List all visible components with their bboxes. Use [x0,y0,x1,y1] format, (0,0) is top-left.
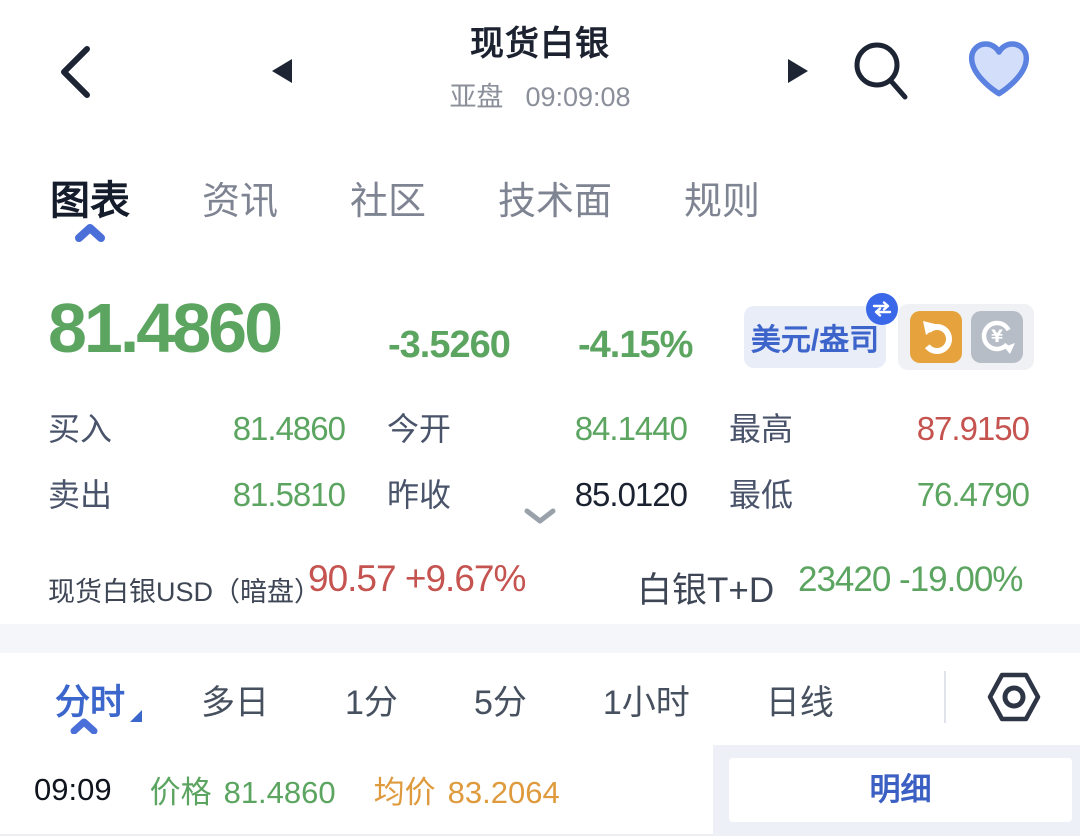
related-usd-value[interactable]: 90.57 +9.67% [308,558,526,599]
last-price: 81.4860 [48,289,283,367]
stat-label: 最高 [729,411,794,447]
stat-low: 最低 76.4790 [729,470,1030,516]
stat-value: 85.0120 [574,476,688,513]
timeframe-5min[interactable]: 5分 [473,683,527,722]
prev-triangle-icon [272,59,292,83]
stat-high: 最高 87.9150 [729,404,1030,450]
timeframe-bar: 分时 多日 1分 5分 1小时 日线 [0,653,1080,745]
tab-news[interactable]: 资讯 [202,181,279,223]
search-button[interactable] [850,38,912,104]
unit-switch-badge[interactable]: 美元/盎司 [744,293,898,368]
stat-buy: 买入 81.4860 [48,404,346,450]
settings-hexagon-icon [987,672,1041,722]
search-icon [854,42,908,100]
currency-exchange-button[interactable]: ¥ [970,311,1023,363]
page-title: 现货白银 [470,25,610,63]
detail-panel: 明细 [713,745,1080,836]
stat-sell: 卖出 81.5810 [48,470,346,516]
favorite-button[interactable] [968,40,1032,100]
back-chevron-icon [61,46,90,98]
related-td-value[interactable]: 23420 -19.00% [798,560,1023,599]
currency-exchange-icon: ¥ [981,320,1015,354]
related-usd-label[interactable]: 现货白银USD（暗盘） [48,577,322,607]
related-td-label[interactable]: 白银T+D [637,571,775,610]
price-change: -3.5260 [388,324,511,366]
quote-stats-grid: 买入 81.4860 今开 84.1440 最高 87.9150 卖出 81.5… [48,404,1030,516]
tick-avg-group: 均价 83.2064 [374,767,560,812]
stat-label: 今开 [387,411,452,447]
quote-time: 09:09:08 [525,82,631,112]
tick-price-label: 价格 [149,775,212,810]
next-instrument-button[interactable] [788,58,810,89]
tick-price-group: 价格 81.4860 [150,767,336,812]
stat-label: 昨收 [387,477,452,513]
dropdown-corner-icon [130,709,143,722]
timeframe-daily[interactable]: 日线 [765,683,834,722]
swap-arrows-icon [866,293,898,325]
tab-chart[interactable]: 图表 [50,168,130,242]
refresh-icon [921,321,952,354]
unit-label: 美元/盎司 [750,324,880,357]
stat-value: 81.4860 [232,410,346,447]
tick-time: 09:09 [34,771,112,807]
chart-settings-button[interactable] [986,671,1042,723]
stat-label: 最低 [729,477,794,513]
quote-tools-group: ¥ [898,304,1034,370]
price-change-percent: -4.15% [578,324,693,366]
tick-price-value: 81.4860 [223,775,336,810]
stat-value: 81.5810 [232,476,346,513]
stat-prev-close: 昨收 85.0120 [387,470,688,516]
stat-open: 今开 84.1440 [387,404,688,450]
timeframe-1hour[interactable]: 1小时 [602,683,690,722]
stat-label: 买入 [48,411,113,447]
timeframe-multiday[interactable]: 多日 [201,683,270,722]
session-time: 亚盘 09:09:08 [0,75,1080,114]
svg-text:¥: ¥ [991,327,1003,347]
active-tab-caret-icon [75,224,105,242]
timeframe-divider [944,671,946,723]
timeframe-label: 分时 [55,682,126,722]
tick-avg-label: 均价 [373,775,436,810]
main-tab-bar: 图表 资讯 社区 技术面 规则 [50,168,761,242]
session-label: 亚盘 [449,82,504,112]
latest-tick-row: 09:09 价格 81.4860 均价 83.2064 [0,745,713,836]
heart-icon [968,41,1030,97]
refresh-button[interactable] [909,311,962,363]
tab-community[interactable]: 社区 [350,181,427,223]
stat-label: 卖出 [48,477,113,513]
header-title-block: 现货白银 亚盘 09:09:08 [0,16,1080,114]
back-button[interactable] [56,44,96,100]
stat-value: 87.9150 [916,410,1030,447]
chevron-down-icon [524,508,556,524]
stat-value: 76.4790 [916,476,1030,513]
tab-technical[interactable]: 技术面 [498,181,613,223]
stat-value: 84.1440 [574,410,688,447]
prev-instrument-button[interactable] [270,58,292,89]
section-separator [0,624,1080,653]
tab-chart-label: 图表 [50,179,130,223]
next-triangle-icon [788,59,808,83]
detail-button[interactable]: 明细 [729,758,1072,822]
active-timeframe-caret-icon [70,718,98,734]
tick-avg-value: 83.2064 [447,775,560,810]
expand-stats-button[interactable] [0,506,1080,531]
timeframe-1min[interactable]: 1分 [345,683,398,722]
timeframe-minute-chart[interactable]: 分时 [55,674,143,734]
tab-rules[interactable]: 规则 [684,181,761,223]
